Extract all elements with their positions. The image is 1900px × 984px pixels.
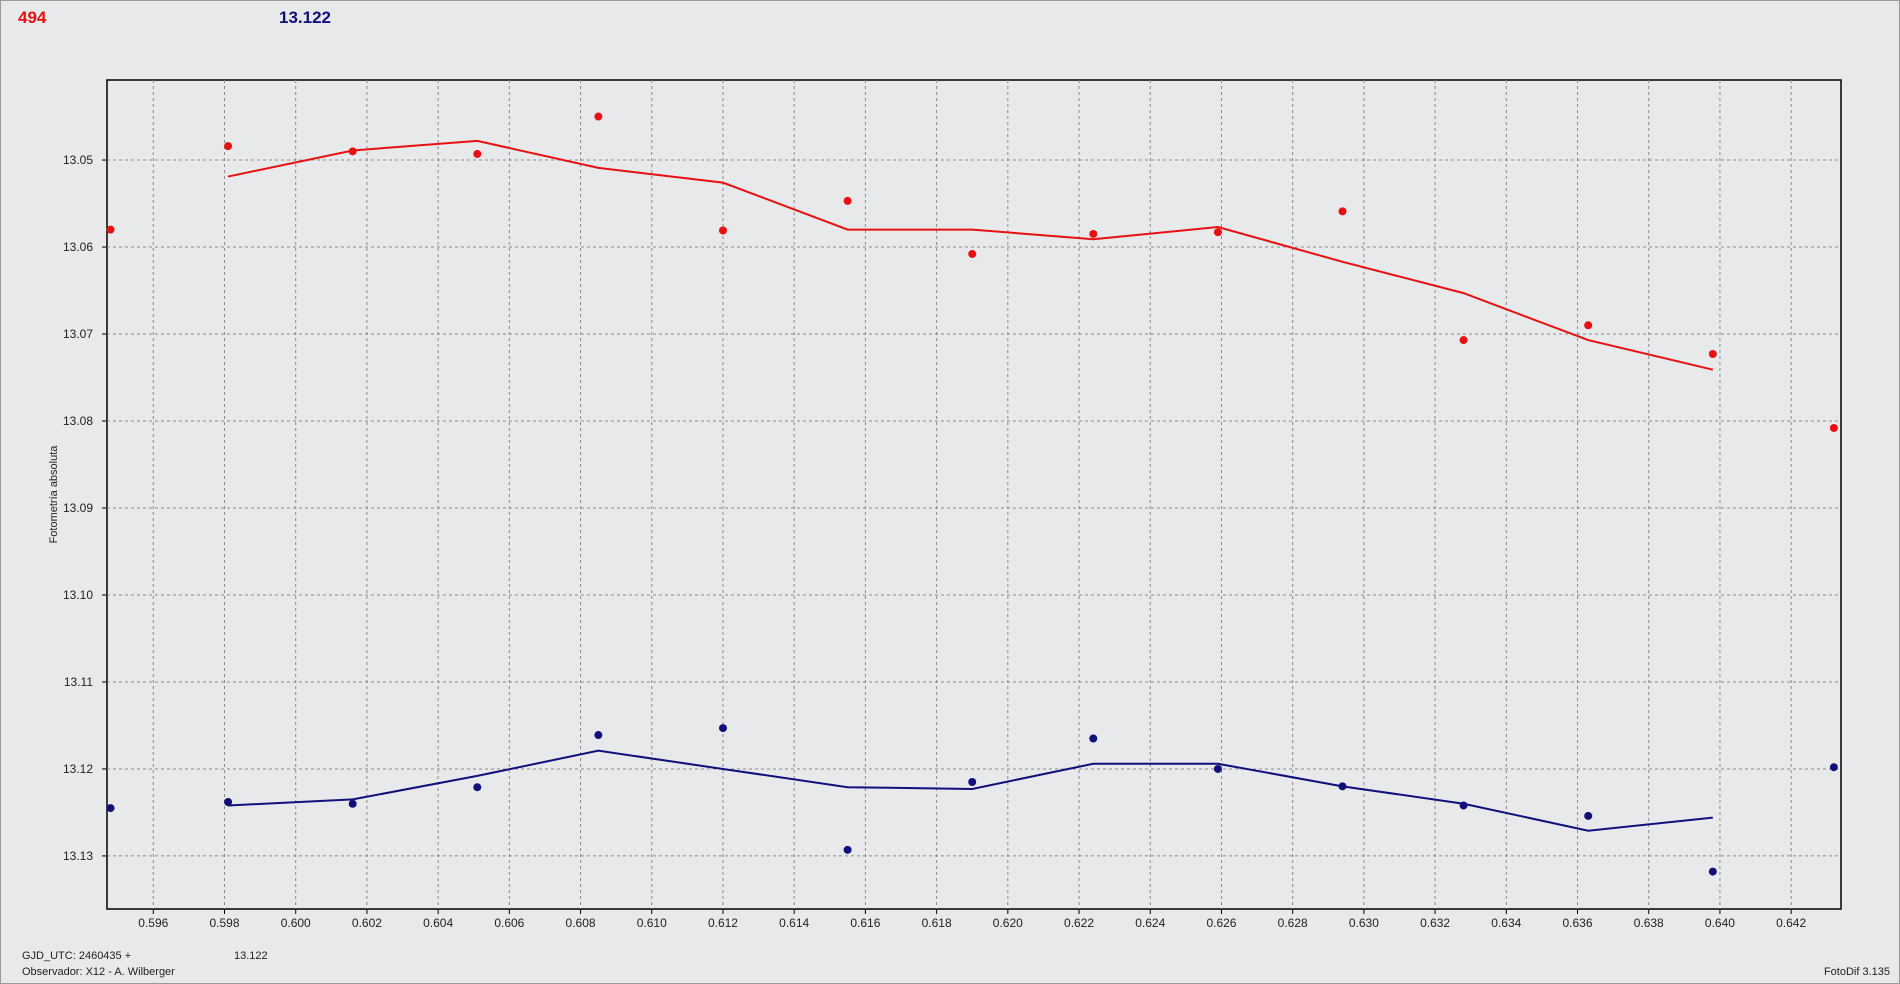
x-tick-label: 0.600 <box>281 916 311 930</box>
x-tick-label: 0.608 <box>566 916 596 930</box>
series-1-point <box>1338 207 1347 216</box>
x-tick-label: 0.604 <box>423 916 453 930</box>
series-1-trend-line <box>227 139 1714 371</box>
series-1-point <box>1089 229 1098 238</box>
footer-version: FotoDif 3.135 <box>1823 966 1890 978</box>
series-2-point <box>473 783 482 792</box>
y-axis-label: Fotometría absoluta <box>48 445 60 544</box>
series-2-point <box>1459 801 1468 810</box>
y-tick-label: 13.12 <box>63 762 93 776</box>
x-tick-label: 0.610 <box>637 916 667 930</box>
y-tick-label: 13.05 <box>63 153 93 167</box>
x-tick-label: 0.624 <box>1135 916 1165 930</box>
x-tick-label: 0.618 <box>922 916 952 930</box>
series-2-point <box>106 804 115 813</box>
x-tick-label: 0.596 <box>138 916 168 930</box>
series-1-point <box>1459 336 1468 345</box>
x-tick-label: 0.626 <box>1206 916 1236 930</box>
series-1-point <box>718 226 727 235</box>
x-tick-label: 0.640 <box>1705 916 1735 930</box>
x-tick-label: 0.606 <box>494 916 524 930</box>
x-tick-label: 0.632 <box>1420 916 1450 930</box>
series-1-point <box>843 196 852 205</box>
x-tick-label: 0.630 <box>1349 916 1379 930</box>
series-1-point <box>594 112 603 121</box>
series-1-point <box>224 142 233 151</box>
series-2-point <box>1708 867 1717 876</box>
series-1-point <box>348 147 357 156</box>
x-tick-label: 0.612 <box>708 916 738 930</box>
x-tick-label: 0.598 <box>209 916 239 930</box>
series-1-point <box>1584 321 1593 330</box>
series-1-point <box>1213 228 1222 237</box>
series-2-point <box>1829 763 1838 772</box>
series-2-point <box>1338 782 1347 791</box>
series-2-point <box>1089 734 1098 743</box>
series-2-point <box>718 724 727 733</box>
header-red-value: 494 <box>18 8 47 27</box>
footer-gjd-label: GJD_UTC: 2460435 + <box>22 950 132 962</box>
x-tick-label: 0.638 <box>1634 916 1664 930</box>
y-tick-label: 13.13 <box>63 849 93 863</box>
x-tick-label: 0.622 <box>1064 916 1094 930</box>
series-1-point <box>968 249 977 258</box>
x-tick-label: 0.614 <box>779 916 809 930</box>
series-2-point <box>1213 764 1222 773</box>
header-blue-value: 13.122 <box>279 8 331 27</box>
x-tick-label: 0.642 <box>1776 916 1806 930</box>
x-tick-label: 0.636 <box>1563 916 1593 930</box>
series-1-point <box>473 149 482 158</box>
plot-area <box>106 79 1842 910</box>
series-1-point <box>1829 423 1838 432</box>
y-tick-label: 13.06 <box>63 240 93 254</box>
series-2-point <box>1584 811 1593 820</box>
series-2-point <box>843 845 852 854</box>
y-tick-label: 13.11 <box>64 675 93 689</box>
series-1-point <box>1708 350 1717 359</box>
footer-observer: Observador: X12 - A. Wilberger <box>22 966 175 978</box>
y-tick-label: 13.09 <box>63 501 93 515</box>
x-tick-label: 0.628 <box>1278 916 1308 930</box>
x-tick-label: 0.634 <box>1491 916 1521 930</box>
series-2-point <box>968 777 977 786</box>
y-tick-label: 13.07 <box>63 327 93 341</box>
series-2-point <box>594 731 603 740</box>
series-2-point <box>348 799 357 808</box>
x-tick-label: 0.616 <box>850 916 880 930</box>
y-tick-label: 13.10 <box>63 588 93 602</box>
series-1-point <box>106 225 115 234</box>
y-tick-label: 13.08 <box>63 414 93 428</box>
x-tick-label: 0.602 <box>352 916 382 930</box>
footer-comp-value: 13.122 <box>234 950 268 962</box>
x-tick-label: 0.620 <box>993 916 1023 930</box>
series-2-point <box>224 798 233 807</box>
